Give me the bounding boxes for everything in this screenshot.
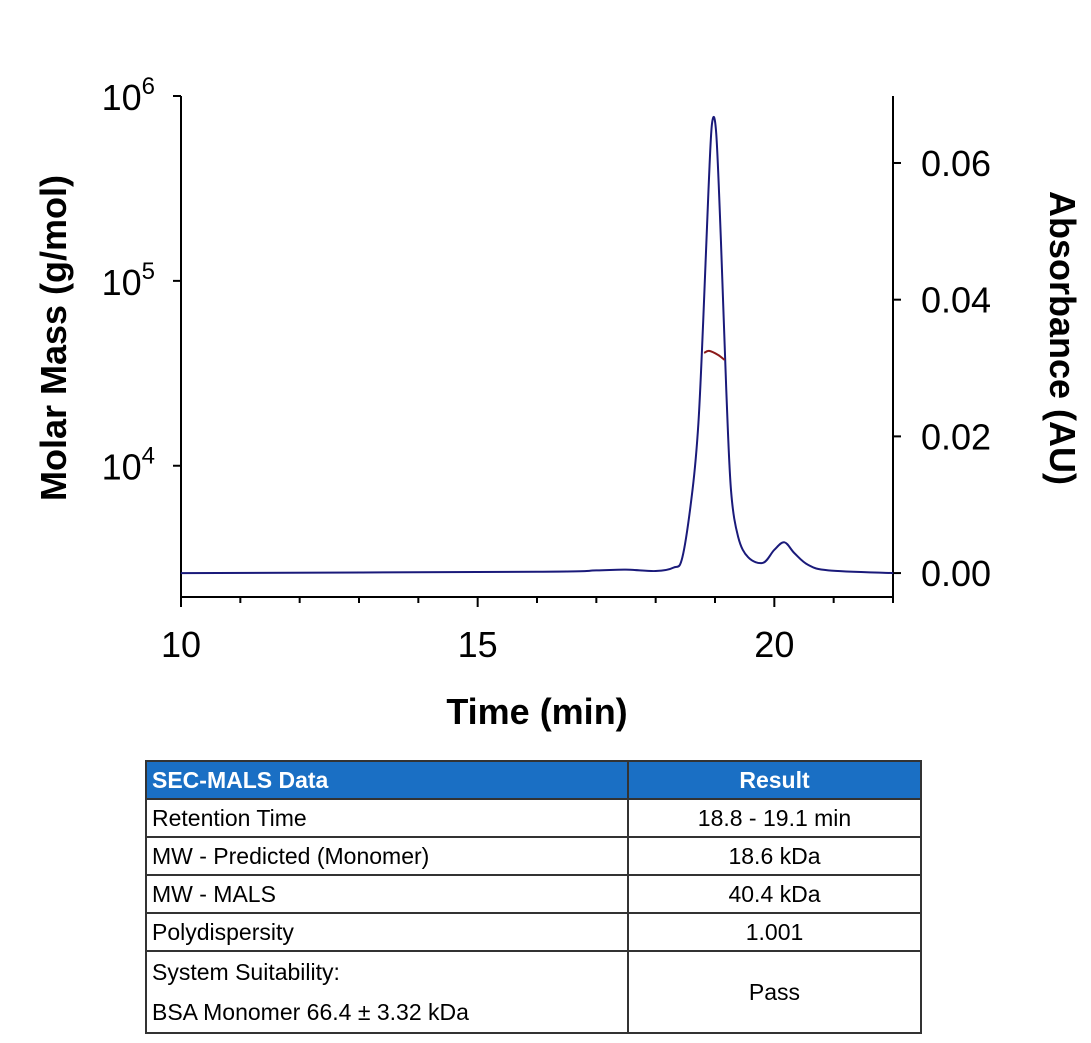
sec-mals-table: SEC-MALS Data Result Retention Time 18.8… — [145, 760, 922, 1034]
absorbance-point — [180, 572, 182, 574]
table-header-row: SEC-MALS Data Result — [145, 760, 922, 800]
absorbance-point — [725, 389, 727, 391]
sec-mals-chart: 10 15 20 104 105 106 0.00 0.02 0.04 0.06 Time (mi… — [33, 73, 1083, 732]
y-left-tick-label: 105 — [102, 258, 155, 303]
absorbance-point — [715, 132, 717, 134]
y-left-tick-label: 106 — [102, 73, 155, 118]
y-right-tick-label: 0.00 — [921, 553, 991, 594]
molar-mass-point — [708, 350, 710, 352]
row-value: 18.6 kDa — [627, 836, 922, 876]
y-right-tick-label: 0.06 — [921, 143, 991, 184]
absorbance-point — [827, 569, 829, 571]
row-label: Polydispersity — [145, 912, 629, 952]
row-value: 18.8 - 19.1 min — [627, 798, 922, 838]
absorbance-point — [702, 322, 704, 324]
absorbance-point — [672, 567, 674, 569]
row-label-line1: System Suitability: — [152, 959, 340, 985]
absorbance-point — [595, 569, 597, 571]
row-value: Pass — [627, 950, 922, 1034]
row-label: Retention Time — [145, 798, 629, 838]
y-left-tick-label: 104 — [102, 443, 155, 488]
absorbance-point — [773, 549, 775, 551]
x-tick-label: 15 — [458, 624, 498, 665]
x-axis-title: Time (min) — [446, 691, 627, 732]
absorbance-point — [892, 572, 894, 574]
header-result: Result — [627, 760, 922, 800]
table-row: Retention Time 18.8 - 19.1 min — [145, 798, 922, 838]
y-left-axis-title: Molar Mass (g/mol) — [33, 175, 74, 501]
absorbance-point — [720, 240, 722, 242]
x-tick-label: 10 — [161, 624, 201, 665]
header-sec-mals-data: SEC-MALS Data — [145, 760, 629, 800]
absorbance-point — [762, 562, 764, 564]
absorbance-line — [180, 115, 894, 575]
molar-mass-point — [723, 359, 725, 361]
absorbance-point — [691, 489, 693, 491]
row-label-line2: BSA Monomer 66.4 ± 3.32 kDa — [152, 999, 469, 1025]
molar-mass-line — [703, 349, 726, 361]
row-value: 40.4 kDa — [627, 874, 922, 914]
molar-mass-point — [717, 354, 719, 356]
absorbance-point — [681, 556, 683, 558]
y-right-tick-label: 0.02 — [921, 416, 991, 457]
absorbance-point — [737, 536, 739, 538]
absorbance-point — [655, 570, 657, 572]
table-row: MW - MALS 40.4 kDa — [145, 874, 922, 914]
table-row: MW - Predicted (Monomer) 18.6 kDa — [145, 836, 922, 876]
absorbance-point — [730, 489, 732, 491]
x-tick-label: 20 — [754, 624, 794, 665]
absorbance-point — [807, 564, 809, 566]
absorbance-point — [697, 422, 699, 424]
table-row: System Suitability: BSA Monomer 66.4 ± 3.… — [145, 950, 922, 1034]
y-right-tick-label: 0.04 — [921, 280, 991, 321]
absorbance-point — [747, 556, 749, 558]
row-label: System Suitability: BSA Monomer 66.4 ± 3.… — [145, 950, 629, 1034]
absorbance-point — [711, 122, 713, 124]
row-value: 1.001 — [627, 912, 922, 952]
absorbance-point — [707, 189, 709, 191]
absorbance-point — [794, 552, 796, 554]
absorbance-point — [783, 541, 785, 543]
y-right-axis-title: Absorbance (AU) — [1042, 191, 1083, 485]
row-label: MW - Predicted (Monomer) — [145, 836, 629, 876]
row-label: MW - MALS — [145, 874, 629, 914]
molar-mass-point — [703, 352, 705, 354]
table-row: Polydispersity 1.001 — [145, 912, 922, 952]
absorbance-point — [625, 569, 627, 571]
absorbance-point — [536, 571, 538, 573]
